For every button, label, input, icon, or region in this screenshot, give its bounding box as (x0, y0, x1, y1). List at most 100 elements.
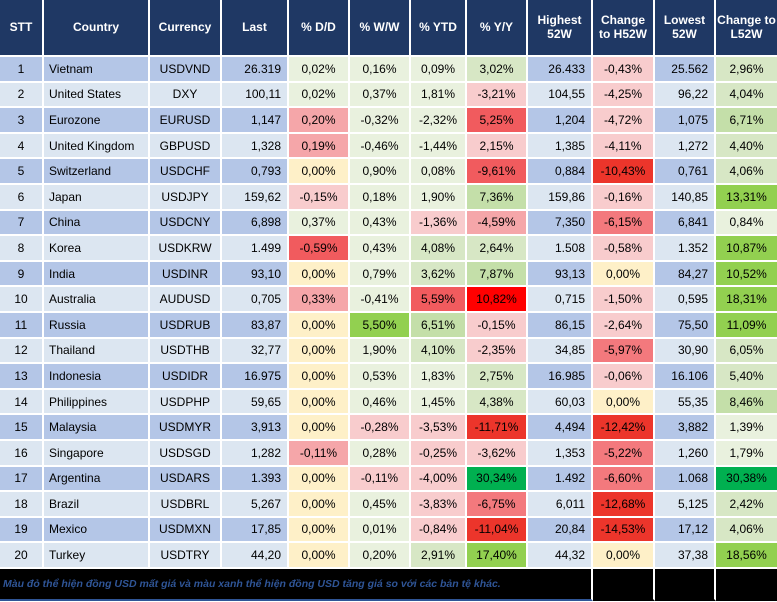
cell-last: 1,282 (222, 440, 289, 467)
cell-pct-ytd: 0,09% (411, 57, 467, 83)
table-row: 1 Vietnam USDVND 26.319 0,02% 0,16% 0,09% 3,02%… (0, 57, 777, 83)
cell-country: United Kingdom (44, 133, 150, 160)
cell-country: China (44, 210, 150, 237)
cell-pct-ww: 0,79% (350, 261, 411, 288)
cell-lowest-52w: 55,35 (655, 389, 716, 416)
cell-last: 159,62 (222, 184, 289, 211)
cell-change-to-l52w: 18,56% (716, 543, 777, 569)
table-row: 13 Indonesia USDIDR 16.975 0,00% 0,53% 1,83% 2,… (0, 364, 777, 390)
cell-pct-ytd: -2,32% (411, 108, 467, 134)
cell-pct-ytd: 0,08% (411, 159, 467, 185)
cell-currency: USDTHB (150, 338, 222, 365)
cell-highest-52w: 26.433 (528, 57, 593, 83)
cell-change-to-l52w: 10,87% (716, 236, 777, 262)
cell-highest-52w: 1,204 (528, 108, 593, 134)
cell-lowest-52w: 5,125 (655, 492, 716, 518)
cell-pct-ww: 0,45% (350, 492, 411, 518)
cell-pct-yy: 3,02% (467, 57, 528, 83)
cell-change-to-h52w: -10,43% (593, 159, 655, 185)
cell-pct-dd: 0,20% (289, 108, 350, 134)
cell-change-to-l52w: 13,31% (716, 184, 777, 211)
cell-lowest-52w: 75,50 (655, 312, 716, 339)
cell-pct-ytd: 1,45% (411, 389, 467, 416)
cell-country: Argentina (44, 466, 150, 493)
cell-pct-ytd: 1,81% (411, 82, 467, 109)
cell-change-to-l52w: 6,05% (716, 338, 777, 365)
column-header: % YTD (411, 0, 467, 57)
cell-pct-dd: 0,00% (289, 338, 350, 365)
cell-stt: 6 (0, 184, 44, 211)
cell-pct-ww: -0,41% (350, 287, 411, 313)
cell-country: Korea (44, 236, 150, 262)
cell-pct-ww: 0,46% (350, 389, 411, 416)
table-row: 20 Turkey USDTRY 44,20 0,00% 0,20% 2,91% 17,40%… (0, 543, 777, 569)
cell-change-to-h52w: -2,64% (593, 312, 655, 339)
cell-stt: 7 (0, 210, 44, 237)
cell-lowest-52w: 37,38 (655, 543, 716, 569)
cell-country: Australia (44, 287, 150, 313)
cell-pct-ww: -0,11% (350, 466, 411, 493)
cell-stt: 18 (0, 492, 44, 518)
cell-stt: 10 (0, 287, 44, 313)
cell-pct-ytd: 6,51% (411, 312, 467, 339)
cell-stt: 12 (0, 338, 44, 365)
cell-pct-ytd: -1,36% (411, 210, 467, 237)
cell-stt: 19 (0, 517, 44, 544)
cell-pct-ww: -0,46% (350, 133, 411, 160)
cell-last: 44,20 (222, 543, 289, 569)
cell-pct-ytd: 4,10% (411, 338, 467, 365)
cell-country: Mexico (44, 517, 150, 544)
cell-change-to-h52w: -4,25% (593, 82, 655, 109)
cell-highest-52w: 1.508 (528, 236, 593, 262)
cell-highest-52w: 34,85 (528, 338, 593, 365)
cell-country: Turkey (44, 543, 150, 569)
cell-currency: EURUSD (150, 108, 222, 134)
table-row: 10 Australia AUDUSD 0,705 0,33% -0,41% 5,59% 10… (0, 287, 777, 313)
cell-pct-ytd: -1,44% (411, 133, 467, 160)
cell-change-to-l52w: 4,06% (716, 159, 777, 185)
cell-lowest-52w: 84,27 (655, 261, 716, 288)
cell-last: 3,913 (222, 415, 289, 441)
cell-stt: 2 (0, 82, 44, 109)
cell-highest-52w: 104,55 (528, 82, 593, 109)
cell-pct-ytd: 1,90% (411, 184, 467, 211)
cell-highest-52w: 20,84 (528, 517, 593, 544)
cell-stt: 15 (0, 415, 44, 441)
cell-pct-yy: -0,15% (467, 312, 528, 339)
cell-last: 32,77 (222, 338, 289, 365)
cell-currency: USDCNY (150, 210, 222, 237)
cell-pct-ytd: 5,59% (411, 287, 467, 313)
cell-pct-ww: 0,16% (350, 57, 411, 83)
cell-pct-yy: 2,75% (467, 364, 528, 390)
cell-pct-dd: 0,00% (289, 364, 350, 390)
cell-last: 0,793 (222, 159, 289, 185)
cell-pct-ww: 0,90% (350, 159, 411, 185)
cell-pct-ww: -0,32% (350, 108, 411, 134)
cell-pct-ytd: 1,83% (411, 364, 467, 390)
cell-currency: GBPUSD (150, 133, 222, 160)
cell-pct-dd: -0,11% (289, 440, 350, 467)
cell-pct-dd: 0,19% (289, 133, 350, 160)
cell-pct-yy: -3,62% (467, 440, 528, 467)
cell-change-to-h52w: -12,42% (593, 415, 655, 441)
cell-last: 5,267 (222, 492, 289, 518)
cell-highest-52w: 0,715 (528, 287, 593, 313)
cell-pct-ytd: -4,00% (411, 466, 467, 493)
cell-pct-yy: -9,61% (467, 159, 528, 185)
cell-pct-ww: 0,28% (350, 440, 411, 467)
column-header: % D/D (289, 0, 350, 57)
cell-lowest-52w: 0,761 (655, 159, 716, 185)
cell-currency: USDMYR (150, 415, 222, 441)
table-body: 1 Vietnam USDVND 26.319 0,02% 0,16% 0,09% 3,02%… (0, 57, 777, 569)
cell-lowest-52w: 96,22 (655, 82, 716, 109)
table-row: 9 India USDINR 93,10 0,00% 0,79% 3,62% 7,87% 93,… (0, 261, 777, 288)
cell-pct-ww: 0,53% (350, 364, 411, 390)
column-header: Highest 52W (528, 0, 593, 57)
cell-pct-dd: -0,15% (289, 184, 350, 211)
cell-lowest-52w: 3,882 (655, 415, 716, 441)
table-row: 15 Malaysia USDMYR 3,913 0,00% -0,28% -3,53% -1… (0, 415, 777, 441)
column-header: Change to L52W (716, 0, 777, 57)
cell-stt: 4 (0, 133, 44, 160)
table-row: 2 United States DXY 100,11 0,02% 0,37% 1,81% -3… (0, 82, 777, 109)
cell-country: Japan (44, 184, 150, 211)
